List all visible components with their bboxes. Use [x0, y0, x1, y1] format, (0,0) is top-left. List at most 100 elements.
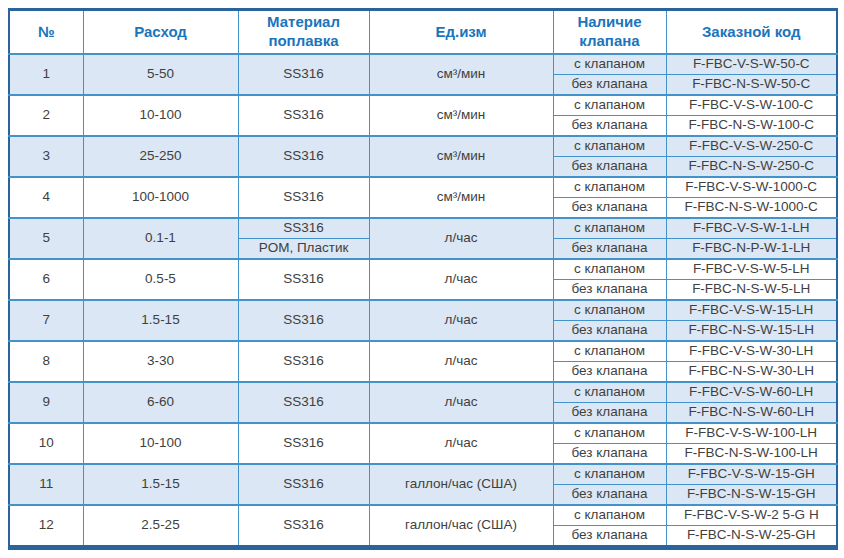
cell-material: SS316	[238, 382, 369, 423]
header-material: Материал поплавка	[238, 10, 369, 55]
table-row: 10 10-100 SS316 л/час с клапаном F-FBC-V…	[9, 423, 837, 444]
cell-code: F-FBC-V-S-W-100-C	[666, 95, 837, 116]
cell-code: F-FBC-V-S-W-2 5-G H	[666, 505, 837, 526]
cell-valve-without: без клапана	[553, 198, 666, 219]
cell-material: SS316	[238, 95, 369, 136]
cell-valve-without: без клапана	[553, 321, 666, 342]
cell-code: F-FBC-N-P-W-1-LH	[666, 239, 837, 260]
table-row: 6 0.5-5 SS316 л/час с клапаном F-FBC-V-S…	[9, 259, 837, 280]
table-row: 7 1.5-15 SS316 л/час с клапаном F-FBC-V-…	[9, 300, 837, 321]
cell-flow: 3-30	[83, 341, 238, 382]
cell-unit: л/час	[369, 423, 553, 464]
cell-num: 5	[9, 218, 83, 259]
table-row: 5 0.1-1 SS316 л/час с клапаном F-FBC-V-S…	[9, 218, 837, 239]
cell-code: F-FBC-N-S-W-50-C	[666, 75, 837, 96]
cell-flow: 0.5-5	[83, 259, 238, 300]
cell-flow: 10-100	[83, 423, 238, 464]
cell-code: F-FBC-V-S-W-15-GH	[666, 464, 837, 485]
page: № Расход Материал поплавка Ед.изм Наличи…	[0, 0, 844, 558]
cell-material: SS316	[238, 218, 369, 239]
table-row: 3 25-250 SS316 см³/мин с клапаном F-FBC-…	[9, 136, 837, 157]
cell-num: 11	[9, 464, 83, 505]
cell-valve-without: без клапана	[553, 444, 666, 465]
cell-unit: галлон/час (США)	[369, 464, 553, 505]
cell-code: F-FBC-V-S-W-60-LH	[666, 382, 837, 403]
cell-flow: 100-1000	[83, 177, 238, 218]
cell-material: SS316	[238, 423, 369, 464]
flowmeter-order-table: № Расход Материал поплавка Ед.изм Наличи…	[8, 8, 838, 550]
cell-valve-with: с клапаном	[553, 95, 666, 116]
cell-flow: 2.5-25	[83, 505, 238, 548]
table-row: 9 6-60 SS316 л/час с клапаном F-FBC-V-S-…	[9, 382, 837, 403]
cell-valve-without: без клапана	[553, 362, 666, 383]
cell-valve-without: без клапана	[553, 75, 666, 96]
cell-unit: л/час	[369, 382, 553, 423]
cell-valve-with: с клапаном	[553, 218, 666, 239]
cell-code: F-FBC-N-S-W-15-GH	[666, 485, 837, 506]
cell-unit: л/час	[369, 341, 553, 382]
cell-valve-without: без клапана	[553, 485, 666, 506]
header-row: № Расход Материал поплавка Ед.изм Наличи…	[9, 10, 837, 55]
cell-flow: 25-250	[83, 136, 238, 177]
cell-valve-without: без клапана	[553, 116, 666, 137]
cell-code: F-FBC-V-S-W-30-LH	[666, 341, 837, 362]
cell-valve-without: без клапана	[553, 280, 666, 301]
header-flow: Расход	[83, 10, 238, 55]
cell-unit: см³/мин	[369, 177, 553, 218]
cell-valve-with: с клапаном	[553, 177, 666, 198]
cell-unit: см³/мин	[369, 95, 553, 136]
table-row: 4 100-1000 SS316 см³/мин с клапаном F-FB…	[9, 177, 837, 198]
cell-code: F-FBC-V-S-W-15-LH	[666, 300, 837, 321]
cell-material: SS316	[238, 259, 369, 300]
cell-code: F-FBC-N-S-W-1000-C	[666, 198, 837, 219]
cell-num: 8	[9, 341, 83, 382]
table-row: 8 3-30 SS316 л/час с клапаном F-FBC-V-S-…	[9, 341, 837, 362]
cell-code: F-FBC-V-S-W-250-C	[666, 136, 837, 157]
cell-code: F-FBC-N-S-W-250-C	[666, 157, 837, 178]
cell-code: F-FBC-N-S-W-15-LH	[666, 321, 837, 342]
cell-code: F-FBC-V-S-W-50-C	[666, 54, 837, 75]
header-code: Заказной код	[666, 10, 837, 55]
cell-material: SS316	[238, 54, 369, 95]
cell-unit: л/час	[369, 259, 553, 300]
header-valve: Наличие клапана	[553, 10, 666, 55]
cell-num: 4	[9, 177, 83, 218]
table-row: 12 2.5-25 SS316 галлон/час (США) с клапа…	[9, 505, 837, 526]
cell-num: 3	[9, 136, 83, 177]
header-unit: Ед.изм	[369, 10, 553, 55]
cell-unit: см³/мин	[369, 136, 553, 177]
cell-valve-without: без клапана	[553, 403, 666, 424]
cell-num: 1	[9, 54, 83, 95]
cell-flow: 10-100	[83, 95, 238, 136]
cell-code: F-FBC-V-S-W-1000-C	[666, 177, 837, 198]
cell-code: F-FBC-N-S-W-30-LH	[666, 362, 837, 383]
cell-code: F-FBC-N-S-W-60-LH	[666, 403, 837, 424]
cell-num: 6	[9, 259, 83, 300]
cell-code: F-FBC-N-S-W-25-GH	[666, 526, 837, 548]
cell-unit: см³/мин	[369, 54, 553, 95]
cell-material: SS316	[238, 505, 369, 548]
cell-code: F-FBC-V-S-W-5-LH	[666, 259, 837, 280]
cell-valve-with: с клапаном	[553, 464, 666, 485]
cell-code: F-FBC-N-S-W-5-LH	[666, 280, 837, 301]
cell-code: F-FBC-V-S-W-1-LH	[666, 218, 837, 239]
cell-flow: 6-60	[83, 382, 238, 423]
cell-valve-with: с клапаном	[553, 136, 666, 157]
cell-material: SS316	[238, 300, 369, 341]
cell-num: 7	[9, 300, 83, 341]
cell-valve-without: без клапана	[553, 526, 666, 548]
cell-valve-with: с клапаном	[553, 423, 666, 444]
cell-code: F-FBC-V-S-W-100-LH	[666, 423, 837, 444]
cell-num: 10	[9, 423, 83, 464]
cell-unit: л/час	[369, 218, 553, 259]
cell-valve-with: с клапаном	[553, 382, 666, 403]
cell-flow: 5-50	[83, 54, 238, 95]
cell-num: 9	[9, 382, 83, 423]
cell-material: SS316	[238, 136, 369, 177]
table-row: 11 1.5-15 SS316 галлон/час (США) с клапа…	[9, 464, 837, 485]
cell-material-alt: POM, Пластик	[238, 239, 369, 260]
cell-valve-with: с клапаном	[553, 300, 666, 321]
cell-flow: 1.5-15	[83, 464, 238, 505]
cell-valve-with: с клапаном	[553, 259, 666, 280]
cell-material: SS316	[238, 464, 369, 505]
